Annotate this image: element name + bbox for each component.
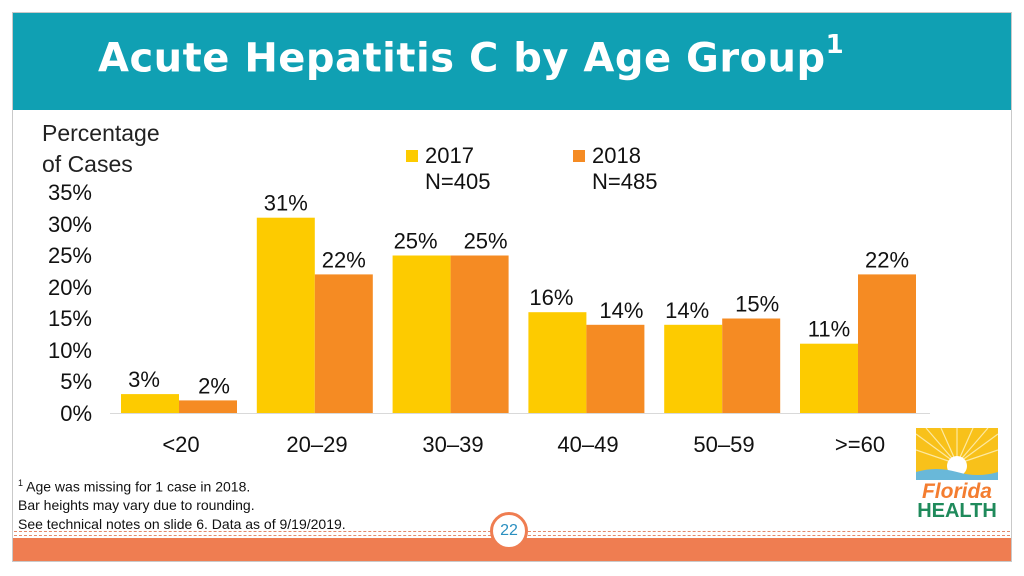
data-label-2018-3: 14% <box>599 298 643 323</box>
logo-text-florida: Florida <box>922 480 992 503</box>
bar-2017-3 <box>528 312 587 413</box>
footnote-line-2: Bar heights may vary due to rounding. <box>18 497 255 514</box>
bar-2018-2 <box>450 255 509 413</box>
footnote-line-3: See technical notes on slide 6. Data as … <box>18 515 346 532</box>
legend-n-2017: N=405 <box>425 169 491 194</box>
data-label-2017-4: 14% <box>665 298 709 323</box>
data-label-2017-3: 16% <box>529 285 573 310</box>
legend-label-2017: 2017 <box>425 143 474 168</box>
legend-entry-2017: 2017 N=405 <box>425 143 490 195</box>
data-label-2017-1: 31% <box>264 191 308 216</box>
bar-2017-0 <box>121 394 179 413</box>
title-banner <box>13 13 1011 110</box>
bar-2018-0 <box>179 400 237 413</box>
florida-health-logo: Florida HEALTH <box>916 428 998 522</box>
data-label-2018-5: 22% <box>865 247 909 272</box>
legend-n-2018: N=485 <box>592 169 658 194</box>
footnote-line-1: 1 Age was missing for 1 case in 2018. <box>18 478 251 495</box>
x-category-label: 40–49 <box>557 432 619 457</box>
logo-text-health: HEALTH <box>917 500 997 522</box>
x-category-label: >=60 <box>834 432 886 457</box>
bar-2018-1 <box>314 274 373 413</box>
data-label-2017-0: 3% <box>128 367 160 392</box>
footnote-marker: 1 <box>18 478 24 488</box>
page-number: 22 <box>490 512 528 550</box>
bar-2018-5 <box>858 274 916 413</box>
bar-2017-1 <box>256 217 315 413</box>
y-tick-label: 35% <box>47 180 92 205</box>
x-category-label: 30–39 <box>422 432 484 457</box>
x-category-label: 50–59 <box>693 432 755 457</box>
data-label-2018-2: 25% <box>464 229 508 254</box>
bar-2017-2 <box>392 255 451 413</box>
y-axis-label: Percentage of Cases <box>42 118 160 180</box>
bar-2017-4 <box>664 324 723 413</box>
footnote: 1 Age was missing for 1 case in 2018. Ba… <box>18 474 346 533</box>
slide-title: Acute Hepatitis C by Age Group1 <box>98 30 845 82</box>
data-label-2017-5: 11% <box>808 317 850 342</box>
legend-swatch-2017 <box>406 150 418 162</box>
legend-entry-2018: 2018 N=485 <box>592 143 657 195</box>
y-tick-label: 0% <box>60 401 92 426</box>
y-axis-label-line2: of Cases <box>42 151 133 177</box>
y-tick-label: 25% <box>47 243 92 268</box>
bar-2018-3 <box>586 324 645 413</box>
y-tick-label: 15% <box>47 306 92 331</box>
bar-2017-5 <box>800 343 858 413</box>
data-label-2018-1: 22% <box>322 247 366 272</box>
title-footnote-marker: 1 <box>825 30 845 60</box>
y-tick-label: 20% <box>47 275 92 300</box>
data-label-2018-4: 15% <box>735 292 779 317</box>
bar-2018-4 <box>722 318 781 413</box>
legend-label-2018: 2018 <box>592 143 641 168</box>
x-category-label: <20 <box>162 432 200 457</box>
y-tick-label: 5% <box>60 369 92 394</box>
x-category-label: 20–29 <box>286 432 348 457</box>
data-label-2018-0: 2% <box>198 373 230 398</box>
y-axis-label-line1: Percentage <box>42 120 160 146</box>
legend-swatch-2018 <box>573 150 585 162</box>
data-label-2017-2: 25% <box>394 229 438 254</box>
y-tick-label: 10% <box>47 338 92 363</box>
y-tick-label: 30% <box>47 212 92 237</box>
